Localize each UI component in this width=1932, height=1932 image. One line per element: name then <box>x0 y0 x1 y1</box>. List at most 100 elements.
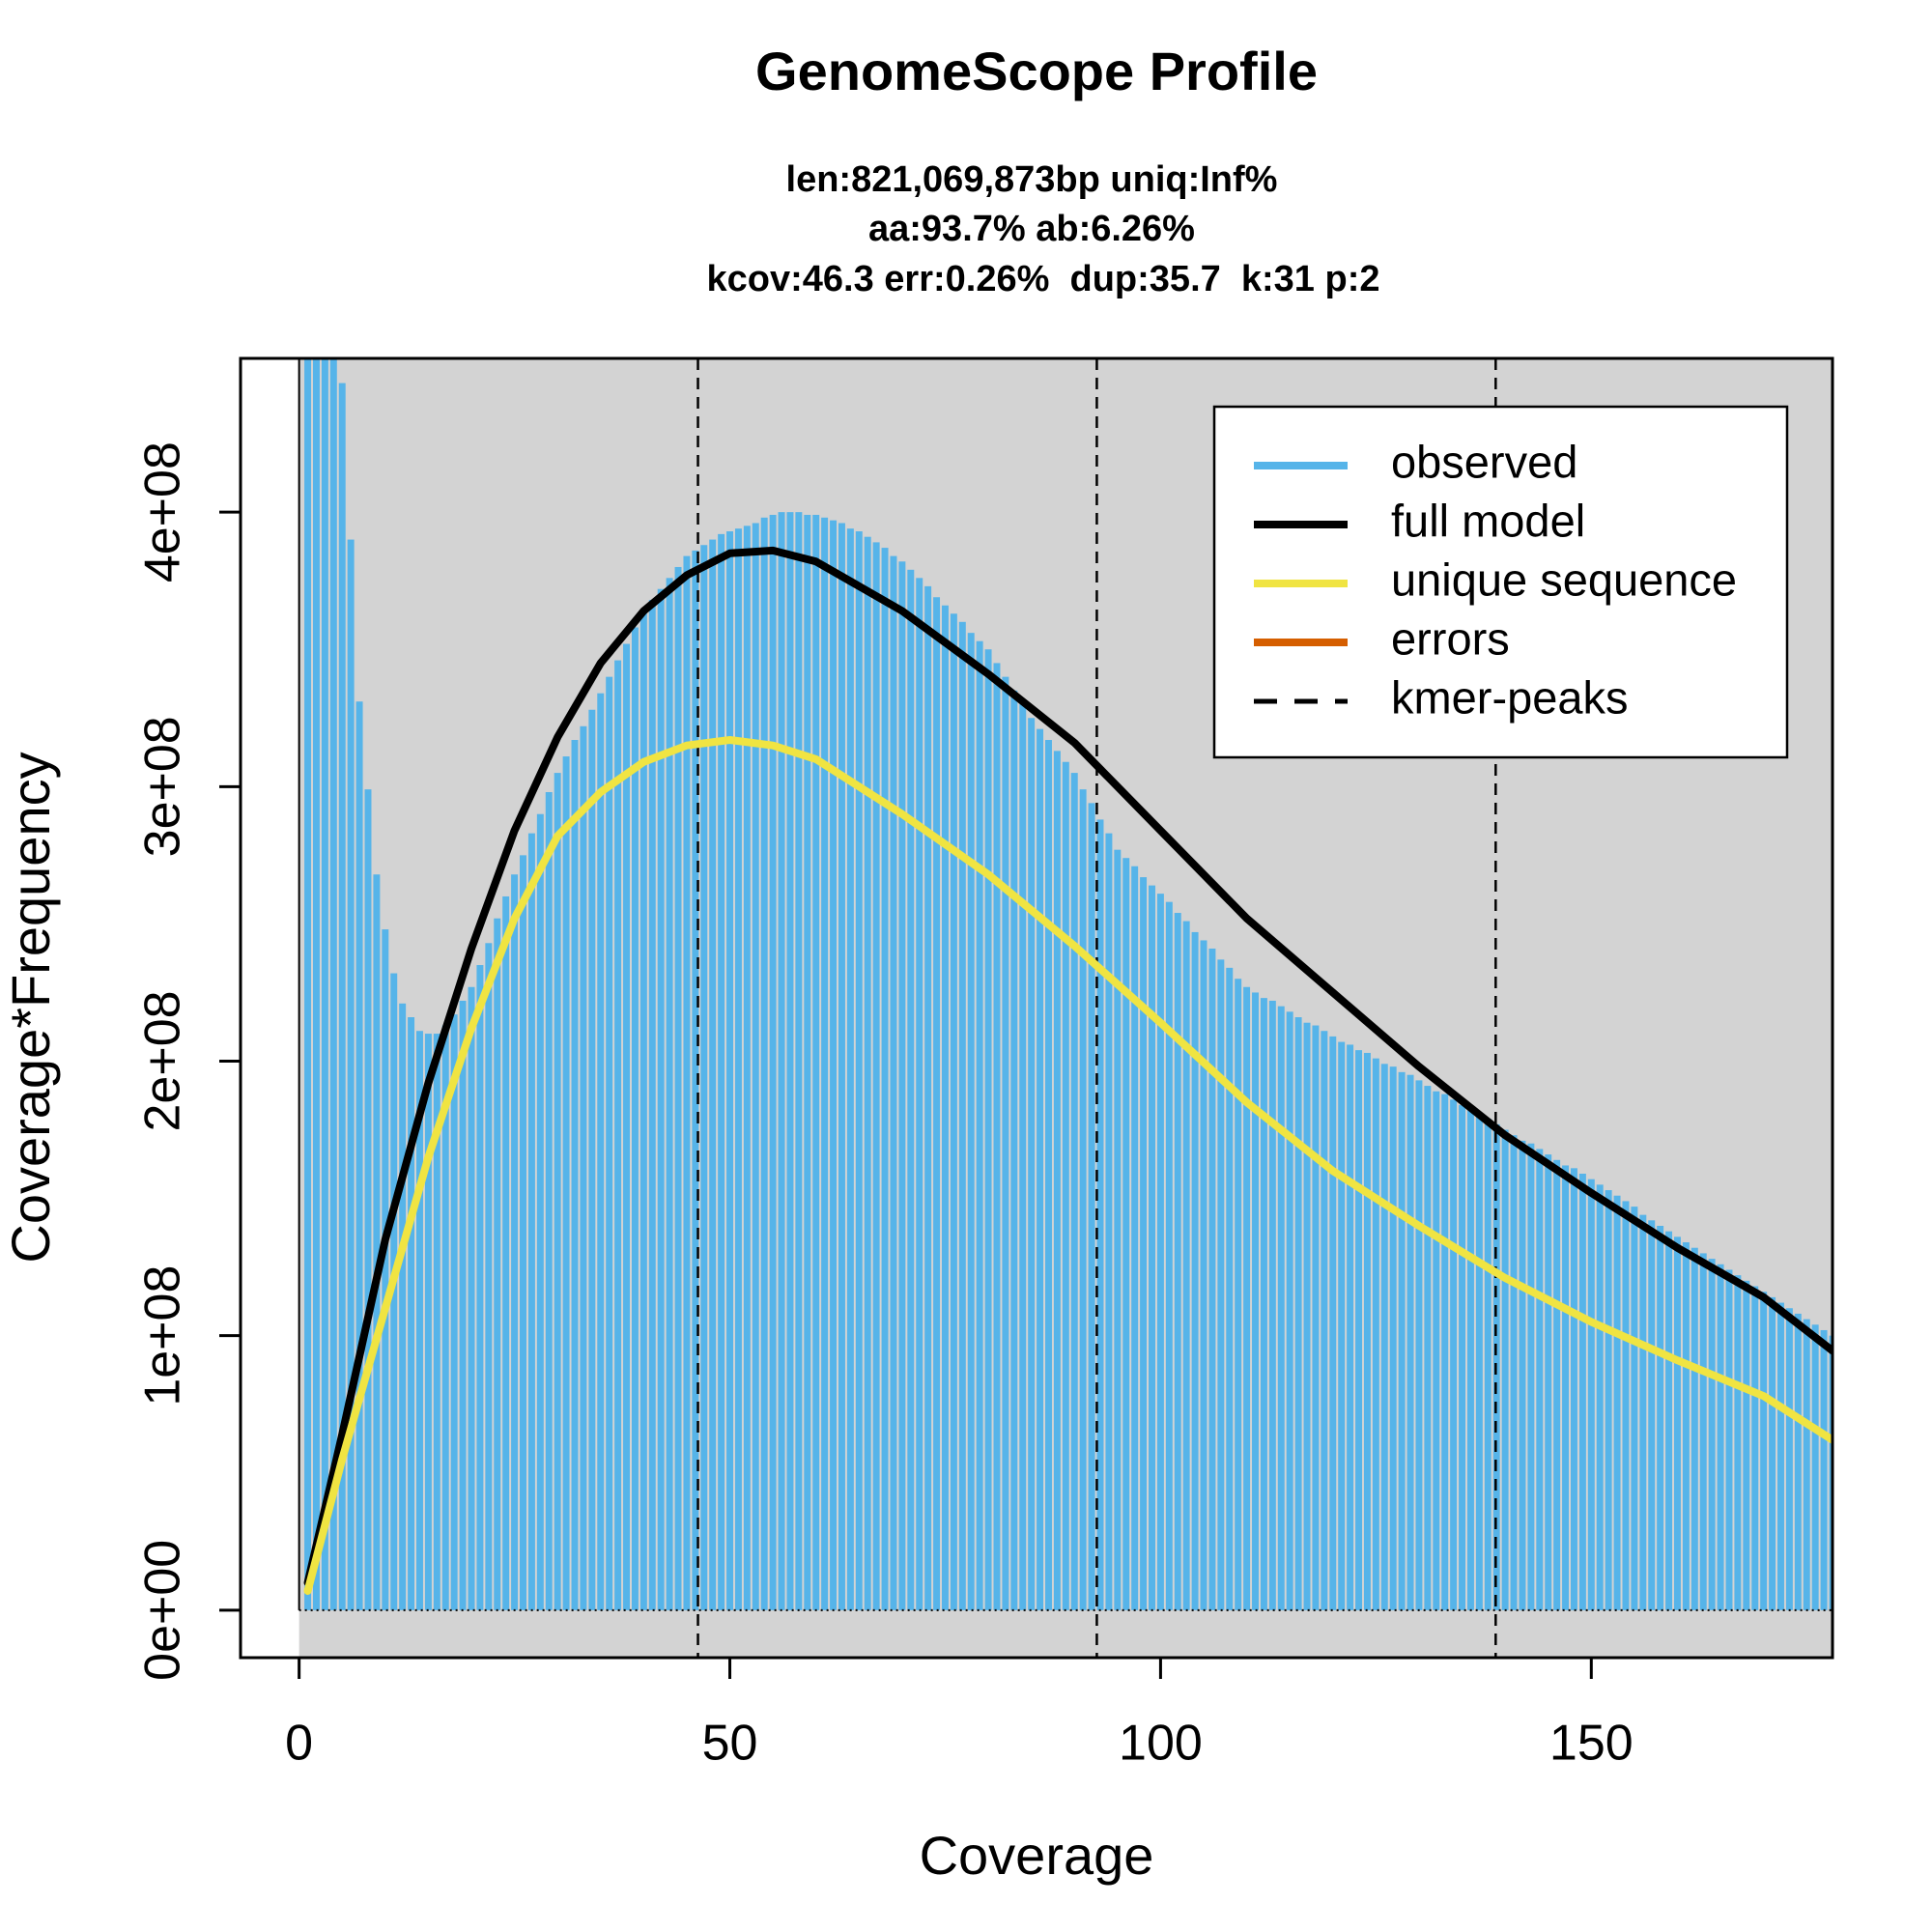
bar <box>1734 1275 1742 1610</box>
x-axis-label: Coverage <box>920 1825 1154 1886</box>
bar <box>1450 1099 1458 1610</box>
bar <box>1002 676 1009 1610</box>
bar <box>1165 901 1173 1610</box>
bar <box>399 1003 407 1610</box>
bar <box>872 542 880 1610</box>
bar <box>1200 940 1208 1610</box>
bar <box>614 660 622 1610</box>
bar <box>976 640 983 1610</box>
bar <box>786 512 794 1610</box>
bar <box>355 701 363 1610</box>
bar <box>476 965 484 1610</box>
bar <box>1536 1149 1544 1610</box>
bar <box>933 597 941 1610</box>
bar <box>1156 894 1164 1610</box>
bar <box>597 693 605 1610</box>
bar <box>1406 1074 1414 1610</box>
x-tick-label: 150 <box>1549 1716 1634 1772</box>
bar <box>1639 1214 1647 1610</box>
bar <box>1037 728 1044 1610</box>
bar <box>916 578 923 1610</box>
bar <box>838 523 845 1610</box>
bar <box>718 533 725 1610</box>
bar <box>623 643 630 1610</box>
bar <box>1794 1313 1802 1610</box>
bar <box>864 536 871 1610</box>
model-line <box>303 546 1833 1587</box>
subtitle: kcov:46.3 err:0.26% dup:35.7 k:31 p:2 <box>707 259 1380 299</box>
bar <box>1182 921 1190 1610</box>
bar <box>1613 1195 1621 1610</box>
bar <box>1682 1242 1690 1610</box>
bar <box>1501 1129 1509 1610</box>
bar <box>709 539 717 1610</box>
bar <box>1252 992 1259 1610</box>
bar <box>1811 1324 1819 1610</box>
bar <box>536 813 544 1610</box>
bar <box>1070 773 1078 1610</box>
bar <box>545 791 553 1610</box>
bar <box>1140 877 1148 1610</box>
bar <box>1028 718 1036 1610</box>
bar <box>1433 1091 1440 1610</box>
bar <box>1648 1220 1656 1610</box>
bar <box>1277 1006 1285 1610</box>
bar <box>502 895 510 1610</box>
y-axis-label: Coverage*Frequency <box>0 752 61 1263</box>
bar <box>562 756 570 1610</box>
y-tick-label: 2e+08 <box>135 990 191 1131</box>
bar <box>631 627 639 1610</box>
bar <box>1708 1259 1716 1610</box>
bar <box>1725 1269 1733 1610</box>
bar <box>846 528 854 1610</box>
bar <box>580 725 587 1610</box>
bar <box>1312 1025 1320 1610</box>
bar <box>1380 1064 1388 1610</box>
legend-label: kmer-peaks <box>1391 671 1629 723</box>
bar <box>1605 1190 1612 1610</box>
bar <box>527 833 535 1610</box>
bar <box>1321 1031 1328 1610</box>
bar <box>1631 1207 1638 1610</box>
bar <box>1570 1168 1577 1610</box>
bar <box>373 874 381 1610</box>
bar <box>1363 1052 1371 1610</box>
bar <box>734 528 742 1610</box>
bar <box>1286 1011 1293 1610</box>
bar <box>1174 913 1181 1610</box>
bar <box>924 585 932 1610</box>
bar <box>1131 866 1139 1610</box>
bar <box>958 621 966 1610</box>
bar <box>1294 1017 1302 1610</box>
bar <box>1389 1066 1397 1610</box>
bar <box>1424 1086 1432 1610</box>
bar <box>1459 1104 1466 1610</box>
bar <box>1398 1071 1406 1610</box>
y-tick-label: 1e+08 <box>135 1265 191 1406</box>
bar <box>657 588 665 1610</box>
bar <box>812 514 820 1610</box>
bar <box>1622 1201 1630 1610</box>
bar <box>1053 751 1061 1610</box>
bar <box>1820 1329 1828 1610</box>
bar <box>1079 789 1087 1610</box>
bar <box>984 649 992 1610</box>
bar <box>639 611 647 1610</box>
bar <box>1587 1179 1595 1610</box>
legend-label: unique sequence <box>1391 554 1737 605</box>
bar <box>1019 704 1027 1610</box>
bar <box>1510 1135 1518 1610</box>
bar <box>1475 1116 1483 1610</box>
bar <box>830 520 838 1610</box>
bar <box>494 918 501 1610</box>
legend-label: errors <box>1391 612 1510 664</box>
bar <box>382 929 389 1610</box>
bar <box>1769 1296 1776 1610</box>
x-tick-label: 0 <box>285 1716 313 1772</box>
bar <box>1829 1335 1833 1610</box>
bar <box>433 1034 440 1610</box>
bar <box>1243 986 1251 1610</box>
bar <box>1466 1110 1474 1610</box>
bar <box>1578 1173 1586 1610</box>
